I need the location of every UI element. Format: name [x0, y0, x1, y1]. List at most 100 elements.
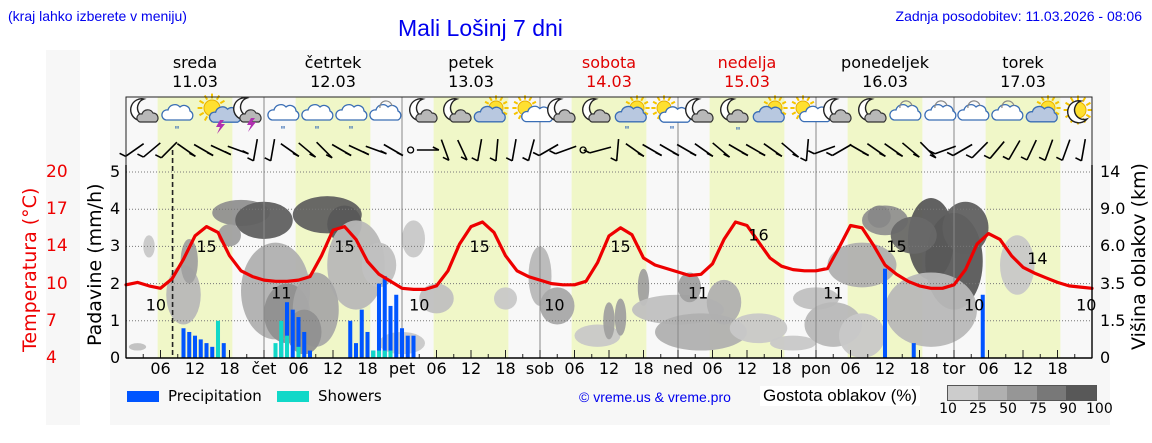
x-tick: tor — [942, 359, 966, 378]
showers-label: Showers — [318, 387, 382, 405]
temp-tick: 14 — [46, 236, 68, 257]
x-tick: 06 — [702, 359, 723, 378]
temp-value-label: 10 — [409, 295, 429, 314]
cloud-tick: 9.0 — [1100, 199, 1126, 219]
day-date: 17.03 — [1000, 72, 1046, 91]
day-name: torek — [1002, 53, 1044, 72]
x-tick: 06 — [426, 359, 447, 378]
x-tick: 18 — [495, 359, 516, 378]
mooncloud-icon — [823, 98, 852, 123]
cloud-tick: 6.0 — [1100, 236, 1126, 256]
mooncloud-icon — [858, 98, 887, 123]
x-tick: 12 — [184, 359, 206, 378]
temp-value-label: 10 — [544, 295, 564, 314]
showers-swatch — [277, 390, 309, 402]
svg-text:": " — [735, 126, 740, 137]
density-swatch — [948, 386, 978, 400]
x-tick: 12 — [322, 359, 344, 378]
x-tick: 06 — [840, 359, 861, 378]
svg-text:": " — [280, 125, 285, 136]
temp-value-label: 11 — [823, 284, 843, 303]
x-tick: 18 — [633, 359, 654, 378]
x-tick: sob — [525, 359, 555, 378]
cloud-icon — [991, 100, 1024, 121]
mooncloud-icon — [130, 98, 159, 123]
x-tick: 18 — [1047, 359, 1068, 378]
x-tick: 18 — [909, 359, 930, 378]
density-tick: 75 — [1029, 401, 1047, 417]
day-date: 14.03 — [586, 72, 632, 91]
day-header: sobota 14.03 — [544, 53, 674, 91]
sunrain-icon: " — [651, 95, 692, 136]
temp-tick: 7 — [46, 310, 57, 331]
temp-value-label: 10 — [964, 295, 984, 314]
svg-text:": " — [174, 125, 179, 136]
mooncloud-icon — [409, 98, 438, 123]
precip-tick: 0 — [110, 348, 121, 367]
x-tick: 12 — [460, 359, 482, 378]
temp-value-label: 11 — [688, 284, 708, 303]
suncloud-icon — [473, 95, 509, 123]
x-tick: 12 — [1012, 359, 1034, 378]
temp-value-label: 15 — [610, 237, 630, 256]
day-header: ponedeljek 16.03 — [820, 53, 950, 91]
day-name: ponedeljek — [841, 53, 929, 72]
last-updated: Zadnja posodobitev: 11.03.2026 - 08:06 — [895, 8, 1142, 24]
density-swatch — [1007, 386, 1037, 400]
credit-link[interactable]: © vreme.us & vreme.pro — [579, 389, 731, 405]
day-header: torek 17.03 — [958, 53, 1088, 91]
cloudrain-icon: " — [161, 104, 194, 136]
x-tick: pon — [800, 359, 832, 378]
precip-tick: 2 — [110, 273, 121, 293]
density-scale — [947, 385, 1097, 401]
x-tick: 06 — [288, 359, 309, 378]
mooncloud-icon — [582, 98, 611, 123]
cloud-tick: 1.5 — [1100, 310, 1126, 330]
density-tick: 50 — [999, 401, 1017, 417]
cloudrain-icon: " — [301, 104, 334, 136]
x-tick: 18 — [771, 359, 792, 378]
day-date: 12.03 — [310, 72, 356, 91]
precip-tick: 5 — [110, 162, 121, 181]
temp-axis-panel — [46, 50, 80, 425]
svg-text:": " — [669, 125, 674, 136]
mooncloud-icon — [443, 98, 472, 123]
mooncloud-icon — [685, 98, 714, 123]
temp-value-label: 11 — [271, 284, 291, 303]
day-date: 11.03 — [172, 72, 218, 91]
cloud-icon — [957, 100, 990, 121]
sunsmall-icon — [512, 95, 554, 123]
density-title: Gostota oblakov (%) — [760, 386, 921, 406]
day-header: nedelja 15.03 — [682, 53, 812, 91]
moonstorm-icon — [233, 97, 262, 132]
wind-barbs — [119, 138, 1087, 162]
sunsmall-icon — [790, 95, 832, 123]
temp-value-label: 14 — [1027, 249, 1047, 268]
x-tick: 18 — [219, 359, 240, 378]
mooncloud-icon — [547, 98, 576, 123]
day-name: petek — [448, 53, 494, 72]
density-swatch — [1066, 386, 1096, 400]
sunstorm-icon — [197, 93, 242, 134]
suncloudrain-icon: " — [614, 95, 650, 136]
svg-text:": " — [348, 125, 353, 136]
cloud-icon — [924, 100, 957, 121]
day-date: 15.03 — [724, 72, 770, 91]
precipitation-label: Precipitation — [168, 387, 262, 405]
precip-tick: 4 — [110, 199, 121, 219]
x-tick: 06 — [564, 359, 585, 378]
cloud-tick: 0 — [1100, 348, 1111, 367]
precipitation-swatch — [127, 390, 159, 402]
legend-showers: Showers — [277, 387, 382, 405]
temp-value-label: 10 — [146, 295, 166, 314]
density-swatch — [1036, 386, 1067, 400]
density-tick: 90 — [1059, 401, 1077, 417]
legend-precipitation: Precipitation — [127, 387, 262, 405]
temp-value-label: 15 — [196, 237, 216, 256]
x-tick: 18 — [357, 359, 378, 378]
day-date: 16.03 — [862, 72, 908, 91]
day-name: sobota — [581, 53, 637, 72]
moon-icon — [1067, 100, 1090, 124]
day-name: sreda — [172, 53, 218, 72]
